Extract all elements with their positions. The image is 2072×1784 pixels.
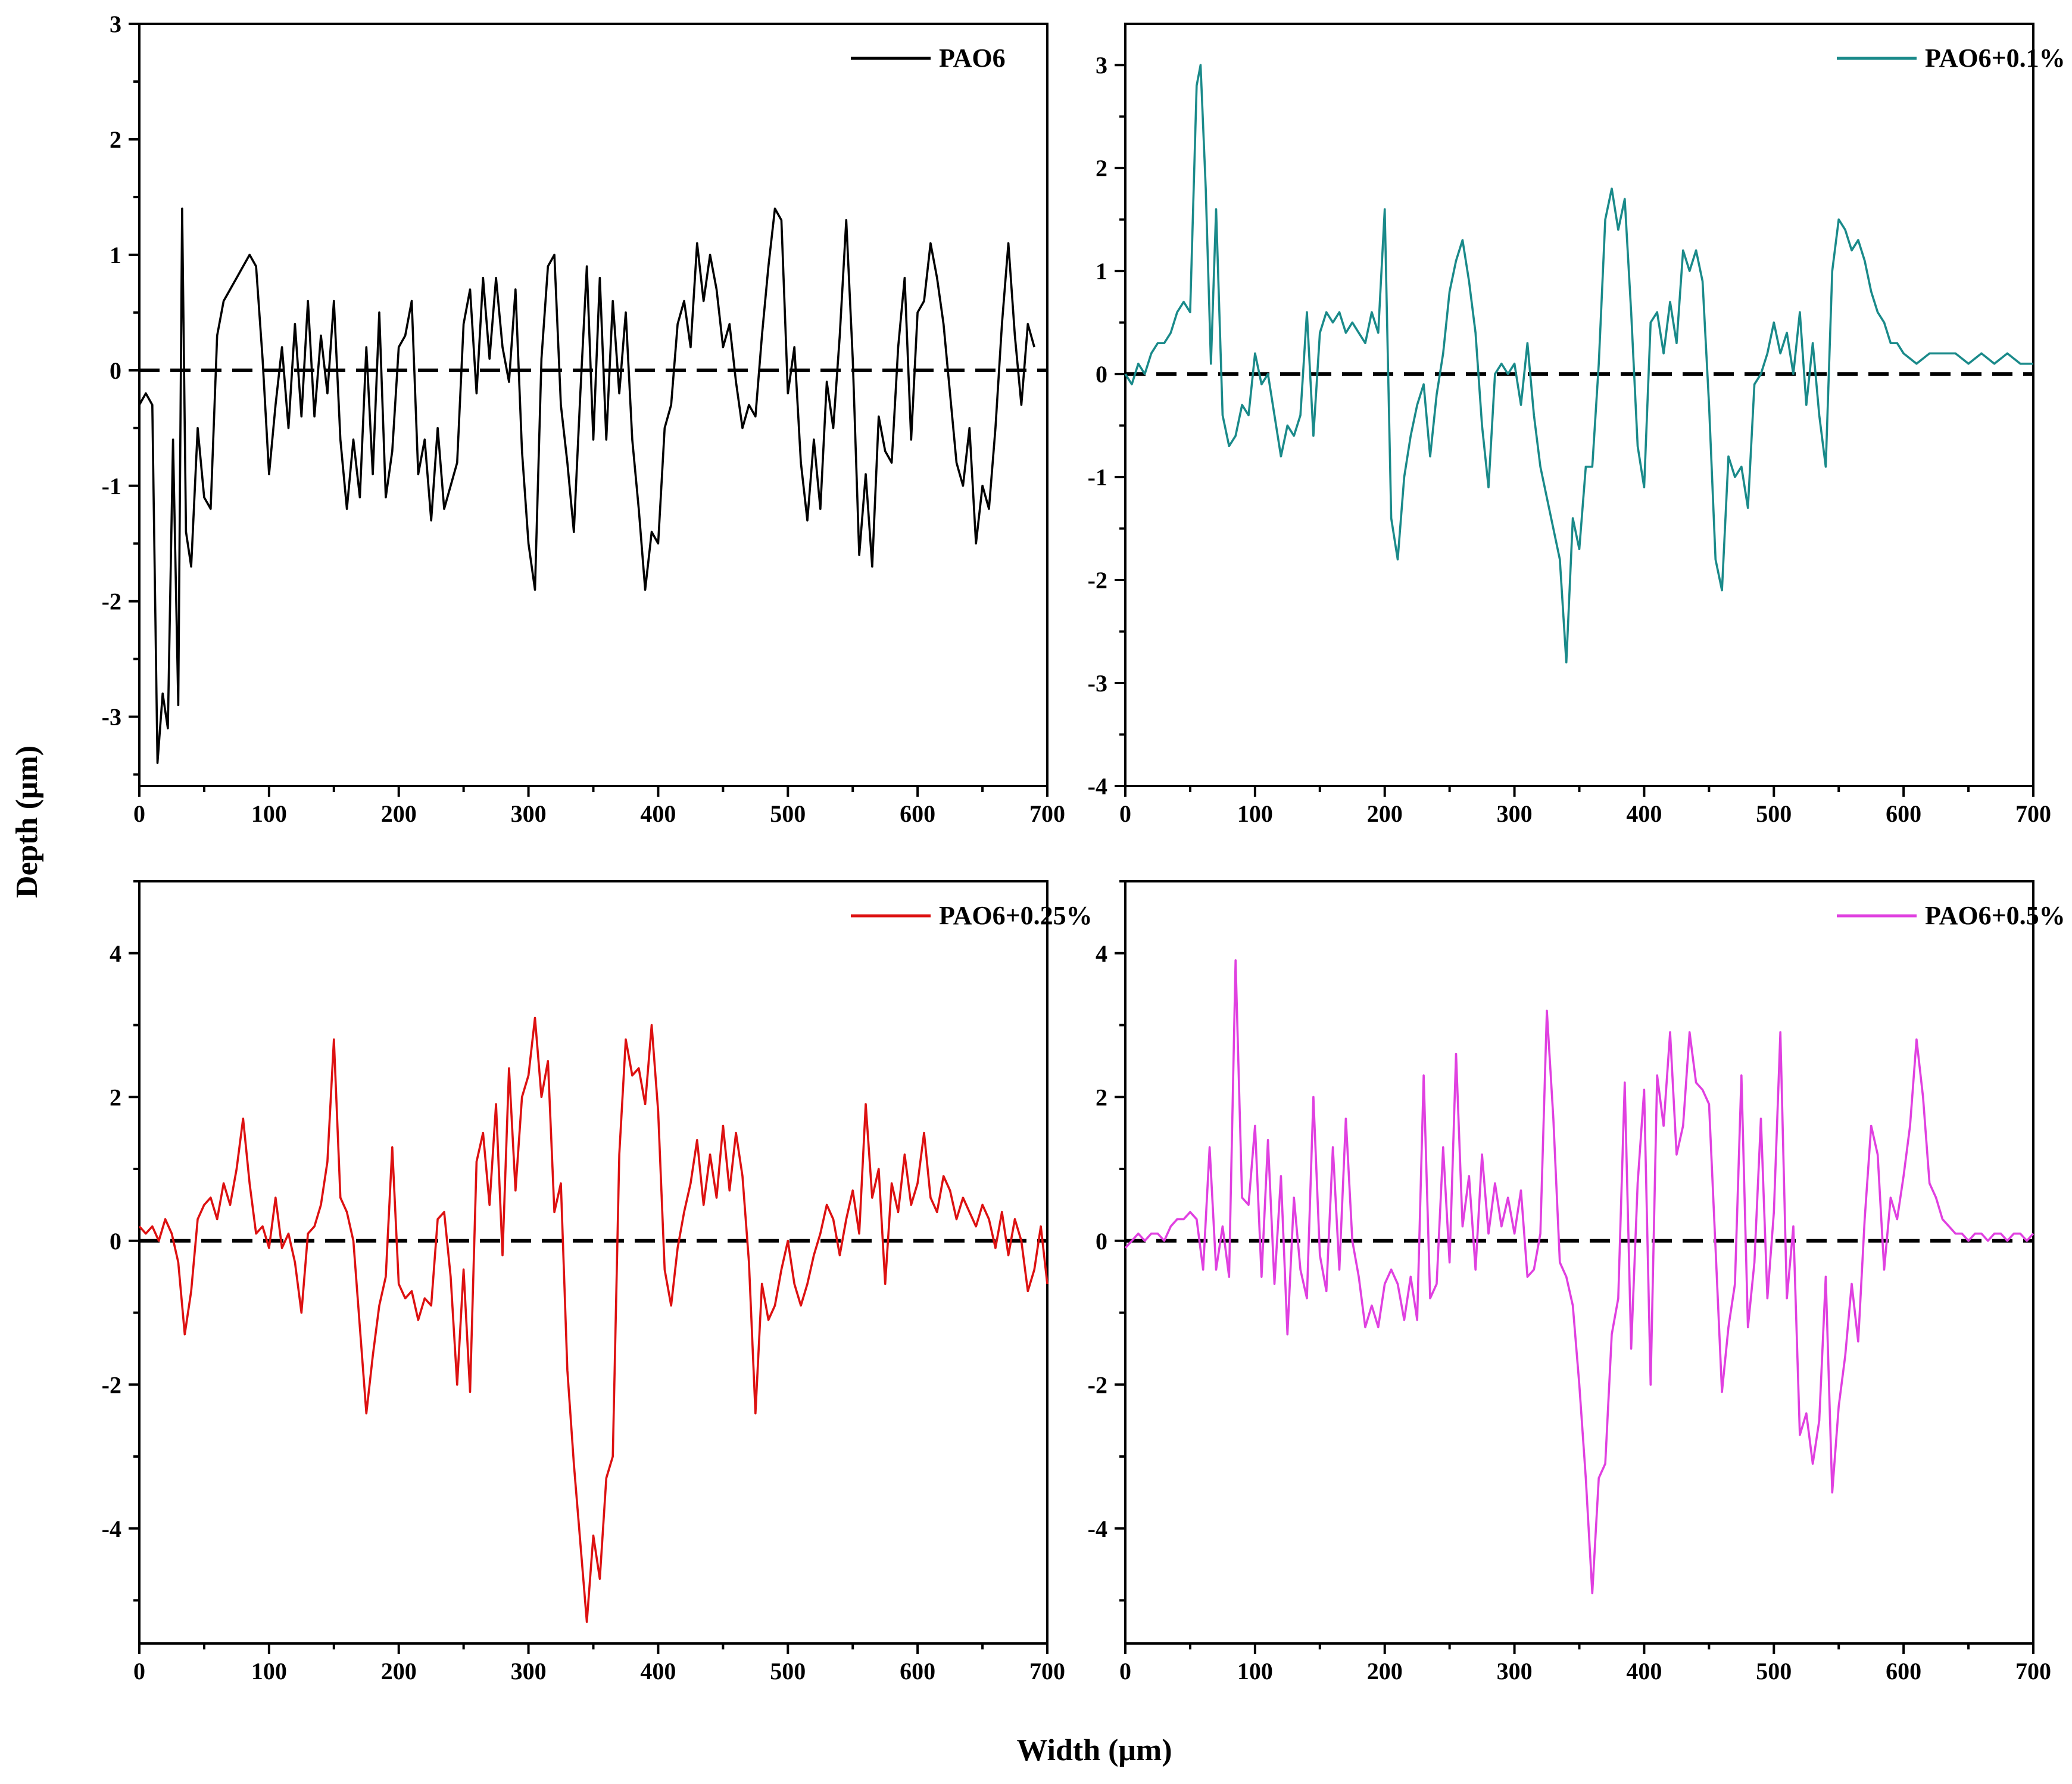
- y-tick-label: 0: [1096, 1228, 1107, 1255]
- y-tick-label: 0: [110, 1228, 121, 1255]
- x-tick-label: 100: [1237, 800, 1273, 827]
- x-tick-label: 200: [381, 800, 417, 827]
- x-tick-label: 500: [770, 1658, 806, 1685]
- y-tick-label: -3: [102, 704, 121, 731]
- y-tick-label: 2: [1096, 1084, 1107, 1111]
- x-tick-label: 100: [251, 800, 287, 827]
- y-tick-label: -2: [102, 1371, 121, 1398]
- x-tick-label: 300: [1497, 800, 1533, 827]
- x-tick-label: 500: [1756, 800, 1792, 827]
- x-tick-label: 400: [1626, 800, 1662, 827]
- x-tick-label: 600: [1886, 800, 1921, 827]
- x-tick-label: 600: [900, 800, 935, 827]
- x-tick-label: 700: [2015, 800, 2051, 827]
- y-tick-label: -2: [102, 588, 121, 615]
- x-tick-label: 100: [1237, 1658, 1273, 1685]
- plot-frame: [1124, 23, 2034, 787]
- y-tick-label: -4: [1088, 1515, 1107, 1542]
- legend-label: PAO6: [939, 43, 1006, 73]
- y-tick-label: -2: [1088, 1371, 1107, 1398]
- y-tick-label: 3: [110, 11, 121, 38]
- x-tick-label: 500: [1756, 1658, 1792, 1685]
- x-tick-label: 300: [511, 800, 547, 827]
- x-tick-label: 400: [640, 800, 676, 827]
- x-tick-label: 0: [1119, 800, 1131, 827]
- x-tick-label: 100: [251, 1658, 287, 1685]
- legend-label: PAO6+0.1%: [1925, 43, 2065, 73]
- x-tick-label: 400: [640, 1658, 676, 1685]
- x-tick-label: 200: [381, 1658, 417, 1685]
- y-tick-label: 2: [1096, 155, 1107, 182]
- series-line: [1124, 959, 2034, 1595]
- y-tick-label: 4: [1096, 940, 1107, 967]
- x-tick-label: 200: [1367, 1658, 1403, 1685]
- y-tick-label: -2: [1088, 567, 1107, 594]
- x-axis-title: Width (μm): [1016, 1733, 1172, 1767]
- y-tick-label: 2: [110, 126, 121, 153]
- y-tick-label: 2: [110, 1084, 121, 1111]
- chart-panel-4: 0 100 200 300 400 500 600 700 -4 -2 0 2 4 PAO6+0.5%: [1088, 880, 2065, 1685]
- legend-label: PAO6+0.25%: [939, 901, 1093, 930]
- y-tick-label: -4: [1088, 773, 1107, 800]
- chart-panel-1: 0 100 200 300 400 500 600 700 -3 -2 -1 0 1 2 3 PAO6: [102, 11, 1065, 827]
- x-tick-label: 700: [2015, 1658, 2051, 1685]
- x-tick-label: 500: [770, 800, 806, 827]
- y-tick-label: -3: [1088, 670, 1107, 697]
- y-tick-label: 4: [110, 940, 121, 967]
- chart-panel-2: 0 100 200 300 400 500 600 700 -4 -3 -2 -1 0 1 2 3 PAO6+0…: [1088, 23, 2065, 827]
- series-line: [138, 1016, 1049, 1623]
- series-line: [138, 207, 1035, 764]
- x-tick-label: 400: [1626, 1658, 1662, 1685]
- x-tick-label: 600: [900, 1658, 935, 1685]
- x-tick-label: 300: [1497, 1658, 1533, 1685]
- y-tick-label: 0: [1096, 361, 1107, 388]
- y-axis-title: Depth (μm): [10, 746, 44, 898]
- y-tick-label: 3: [1096, 52, 1107, 79]
- x-tick-label: 200: [1367, 800, 1403, 827]
- x-tick-label: 600: [1886, 1658, 1921, 1685]
- y-tick-label: -1: [1088, 464, 1107, 491]
- y-tick-label: 1: [110, 242, 121, 269]
- x-tick-label: 0: [1119, 1658, 1131, 1685]
- y-tick-label: -4: [102, 1515, 121, 1542]
- y-tick-label: -1: [102, 473, 121, 500]
- x-tick-label: 300: [511, 1658, 547, 1685]
- plot-frame: [138, 880, 1049, 1645]
- x-tick-label: 0: [133, 800, 145, 827]
- legend-label: PAO6+0.5%: [1925, 901, 2065, 930]
- x-tick-label: 700: [1029, 800, 1065, 827]
- y-tick-label: 1: [1096, 258, 1107, 285]
- y-tick-label: 0: [110, 357, 121, 384]
- x-tick-label: 0: [133, 1658, 145, 1685]
- chart-panel-3: 0 100 200 300 400 500 600 700 -4 -2 0 2 4 PAO6+0.25%: [102, 880, 1093, 1685]
- x-tick-label: 700: [1029, 1658, 1065, 1685]
- series-line: [1124, 64, 2033, 664]
